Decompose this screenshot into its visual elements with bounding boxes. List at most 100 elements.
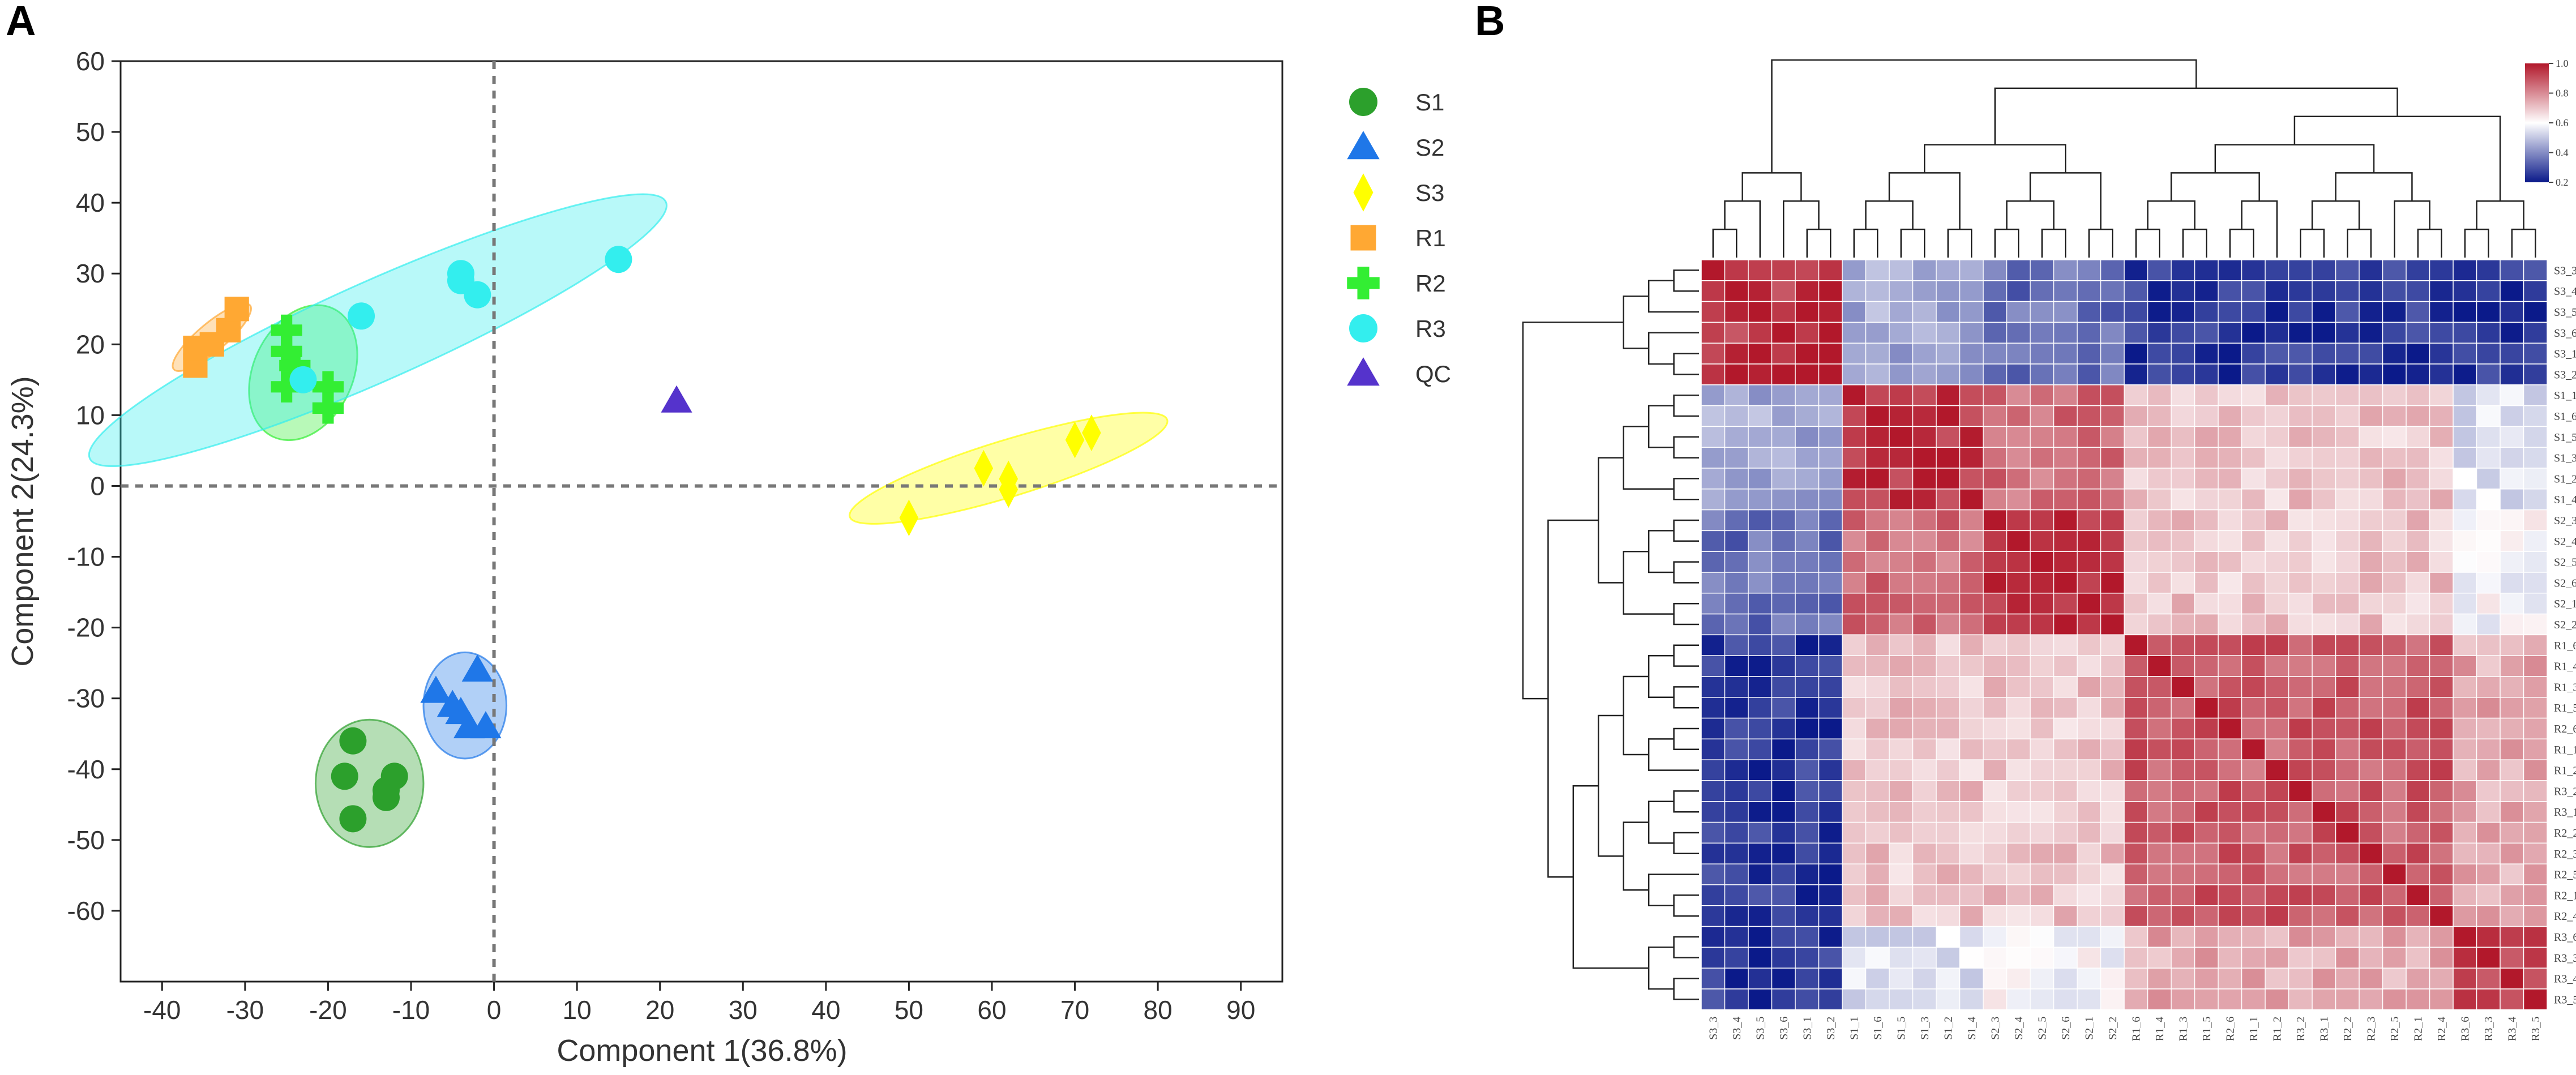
heatmap-cell — [2288, 468, 2313, 490]
heatmap-cell — [2171, 863, 2196, 885]
heatmap-cell — [2147, 926, 2172, 948]
heatmap-cell — [1818, 259, 1843, 281]
heatmap-cell — [2100, 613, 2125, 636]
heatmap-cell — [2124, 738, 2149, 760]
heatmap-cell — [2429, 509, 2454, 532]
heatmap-cell — [1865, 509, 1890, 532]
heatmap-cell — [1983, 363, 2008, 386]
heatmap-cell — [2500, 509, 2524, 532]
heatmap-cell — [2382, 551, 2407, 573]
heatmap-cell — [1865, 946, 1890, 969]
heatmap-cell — [2006, 697, 2031, 719]
pca-points — [183, 246, 1101, 833]
heatmap-cell — [1818, 884, 1843, 906]
dendrogram-branch — [1673, 644, 1699, 667]
dendrogram-branch — [1673, 936, 1699, 959]
heatmap-cell — [2124, 363, 2149, 386]
heatmap-cell — [1818, 342, 1843, 365]
heatmap-cell — [2077, 447, 2102, 469]
heatmap-cell — [2100, 593, 2125, 615]
heatmap-cell — [2312, 697, 2337, 719]
heatmap-cell — [2194, 926, 2219, 948]
heatmap-cell — [1748, 967, 1773, 990]
heatmap-cell — [1748, 759, 1773, 781]
heatmap-cell — [2335, 988, 2360, 1010]
heatmap-cell — [2429, 384, 2454, 406]
heatmap-cell — [1936, 863, 1961, 885]
x-tick-label: 80 — [1144, 995, 1173, 1025]
heatmap-cell — [1936, 697, 1961, 719]
heatmap-cell — [2194, 821, 2219, 844]
heatmap-cell — [2453, 489, 2477, 511]
heatmap-cell — [2241, 759, 2266, 781]
heatmap-cell — [2288, 780, 2313, 802]
heatmap-cell — [1724, 551, 1749, 573]
heatmap-cell — [2312, 301, 2337, 323]
heatmap-cell — [2006, 363, 2031, 386]
legend-marker-s1 — [1349, 88, 1377, 116]
heatmap-cell — [1795, 801, 1820, 823]
heatmap-cell — [1771, 759, 1796, 781]
heatmap-cell — [2147, 988, 2172, 1010]
heatmap-cell — [2241, 593, 2266, 615]
heatmap-cell — [2241, 863, 2266, 885]
point-s1 — [331, 763, 358, 790]
heatmap-cell — [2265, 509, 2290, 532]
heatmap-cell — [1724, 342, 1749, 365]
heatmap-cell — [1701, 509, 1726, 532]
heatmap-cell — [2288, 572, 2313, 594]
heatmap-cell — [1959, 717, 1984, 740]
heatmap-cell — [1818, 447, 1843, 469]
heatmap-cell — [1748, 530, 1773, 552]
heatmap-cell — [2429, 363, 2454, 386]
dendrogram-branch — [1673, 602, 1699, 626]
heatmap-cell — [1842, 363, 1867, 386]
heatmap-cell — [2406, 801, 2430, 823]
heatmap-cell — [2476, 613, 2501, 636]
heatmap-cell — [2241, 259, 2266, 281]
heatmap-cell — [2312, 759, 2337, 781]
heatmap-cell — [2194, 842, 2219, 864]
heatmap-cell — [1959, 551, 1984, 573]
colorbar-tick-label: 0.4 — [2556, 147, 2569, 159]
row-label: S3_2 — [2554, 369, 2576, 381]
heatmap-cell — [2124, 593, 2149, 615]
heatmap-cell — [2171, 342, 2196, 365]
heatmap-cell — [2359, 405, 2384, 427]
heatmap-cell — [2194, 322, 2219, 344]
heatmap-cell — [2335, 468, 2360, 490]
heatmap-cell — [2265, 676, 2290, 698]
heatmap-cell — [1983, 863, 2008, 885]
heatmap-cell — [1912, 717, 1937, 740]
heatmap-cell — [2006, 301, 2031, 323]
heatmap-cell — [1771, 967, 1796, 990]
heatmap-cell — [1983, 884, 2008, 906]
heatmap-cell — [2335, 676, 2360, 698]
heatmap-cell — [2523, 634, 2548, 656]
heatmap-cell — [2359, 634, 2384, 656]
heatmap-cell — [2006, 509, 2031, 532]
dendrogram-branch — [1924, 144, 2066, 173]
heatmap-cell — [1983, 717, 2008, 740]
heatmap-cell — [1748, 447, 1773, 469]
heatmap-cell — [1889, 780, 1914, 802]
heatmap-cell — [1701, 322, 1726, 344]
heatmap-cell — [2312, 468, 2337, 490]
heatmap-cell — [1701, 593, 1726, 615]
x-axis-ticks: -40 -30 -20 -10 0 10 20 30 40 50 60 70 80 90 — [143, 982, 1255, 1025]
heatmap-cell — [2218, 572, 2243, 594]
heatmap-cell — [2406, 821, 2430, 844]
y-tick-label: 0 — [90, 471, 105, 500]
heatmap-cell — [2218, 946, 2243, 969]
heatmap-cell — [1983, 676, 2008, 698]
row-label: S1_1 — [2554, 389, 2576, 402]
heatmap-cell — [2382, 759, 2407, 781]
heatmap-cell — [2359, 572, 2384, 594]
heatmap-cell — [2359, 655, 2384, 677]
heatmap-cell — [1701, 842, 1726, 864]
heatmap-cell — [2194, 717, 2219, 740]
dendrogram-branch — [1648, 405, 1674, 448]
heatmap-cell — [2194, 988, 2219, 1010]
heatmap-cell — [2100, 280, 2125, 302]
heatmap-cell — [2453, 926, 2477, 948]
